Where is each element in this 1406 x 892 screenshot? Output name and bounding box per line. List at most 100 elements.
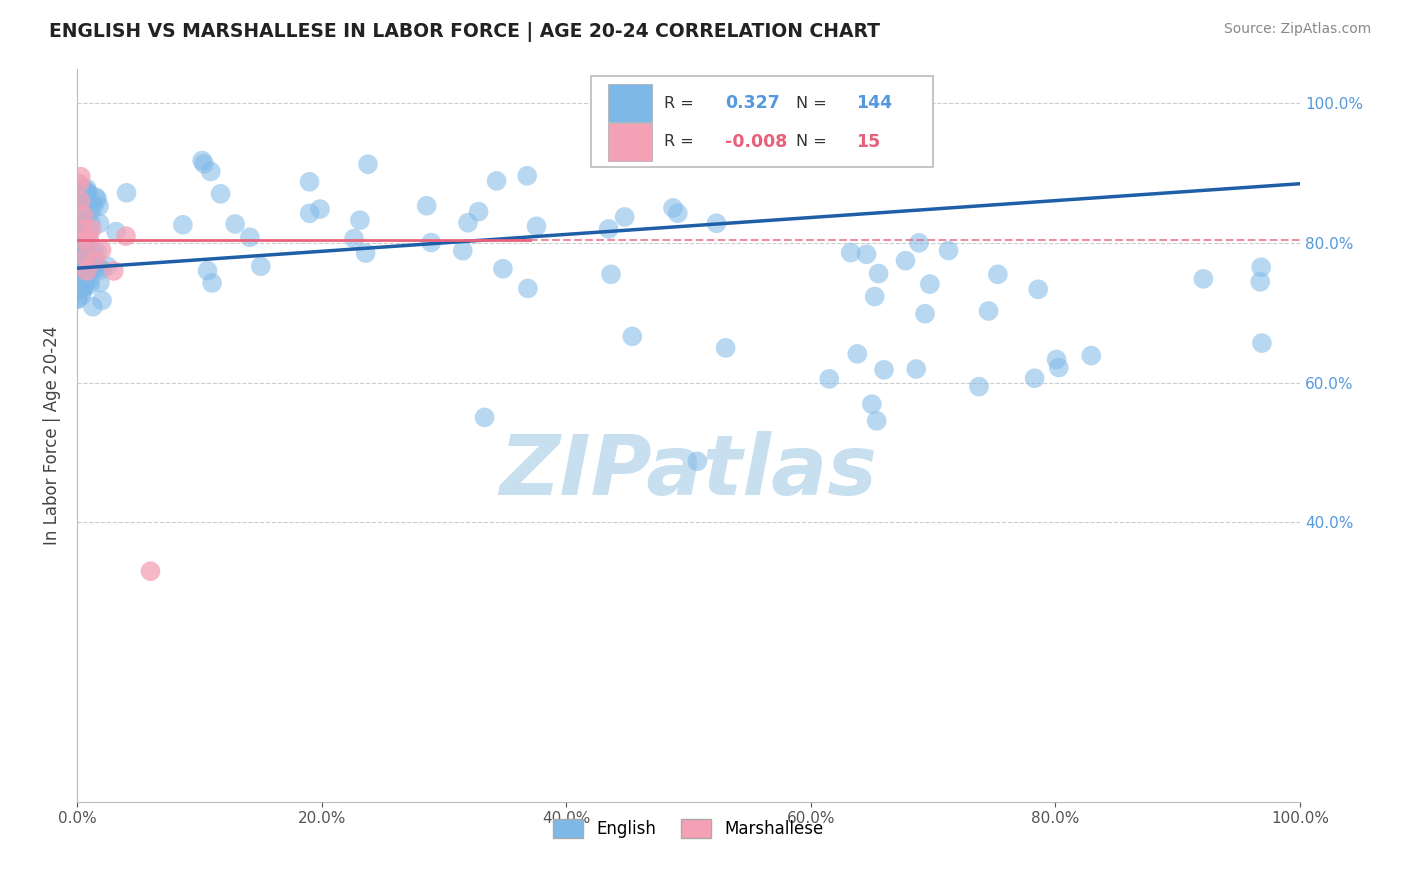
Point: [79, 277, 101, 292]
Point: [79, 233, 101, 247]
Point: [873, 363, 896, 377]
Point: [115, 186, 138, 200]
Point: [73, 222, 96, 236]
Point: [72, 181, 94, 195]
Point: [420, 235, 443, 250]
Point: [69, 223, 91, 237]
Point: [914, 307, 936, 321]
Point: [70, 280, 93, 294]
Point: [457, 216, 479, 230]
Point: [1250, 260, 1272, 275]
Point: [86, 192, 108, 206]
Point: [72, 254, 94, 268]
Point: [67, 237, 90, 252]
Point: [90, 262, 112, 277]
Point: [67, 259, 90, 273]
Point: [967, 379, 990, 393]
Point: [977, 304, 1000, 318]
Point: [662, 201, 685, 215]
Point: [197, 263, 219, 277]
Text: ENGLISH VS MARSHALLESE IN LABOR FORCE | AGE 20-24 CORRELATION CHART: ENGLISH VS MARSHALLESE IN LABOR FORCE | …: [49, 22, 880, 42]
Point: [73, 259, 96, 273]
Point: [714, 341, 737, 355]
Point: [249, 259, 271, 273]
Point: [451, 244, 474, 258]
Point: [72, 185, 94, 199]
Text: 15: 15: [856, 133, 880, 151]
Point: [72, 208, 94, 222]
Point: [80, 216, 103, 230]
Point: [70, 191, 93, 205]
Point: [80, 197, 103, 211]
Point: [467, 204, 489, 219]
Point: [82, 300, 104, 314]
Point: [84, 190, 107, 204]
Point: [77, 225, 100, 239]
Point: [1047, 360, 1070, 375]
Point: [87, 199, 110, 213]
Point: [66, 218, 89, 232]
Point: [621, 329, 644, 343]
Point: [70, 188, 93, 202]
FancyBboxPatch shape: [607, 123, 652, 161]
Point: [666, 206, 689, 220]
Point: [66, 263, 89, 277]
Point: [69, 177, 91, 191]
Point: [72, 284, 94, 298]
Point: [79, 261, 101, 276]
Point: [66, 293, 89, 307]
Point: [613, 210, 636, 224]
Point: [492, 261, 515, 276]
Point: [72, 225, 94, 239]
Point: [354, 246, 377, 260]
Point: [474, 410, 496, 425]
Point: [66, 292, 89, 306]
Point: [86, 244, 108, 259]
Point: [905, 362, 928, 376]
Point: [193, 157, 215, 171]
Point: [89, 216, 111, 230]
Point: [1192, 272, 1215, 286]
Point: [84, 253, 107, 268]
Point: [73, 278, 96, 293]
Point: [66, 274, 89, 288]
FancyBboxPatch shape: [607, 85, 652, 122]
Text: -0.008: -0.008: [725, 133, 787, 151]
Point: [839, 245, 862, 260]
Point: [72, 226, 94, 240]
Point: [69, 194, 91, 209]
Point: [1250, 336, 1272, 351]
Point: [73, 254, 96, 268]
Point: [69, 204, 91, 219]
Point: [76, 264, 98, 278]
Point: [239, 230, 262, 244]
Point: [75, 270, 97, 285]
Point: [91, 293, 114, 308]
Point: [938, 244, 960, 258]
Point: [865, 414, 887, 428]
Point: [67, 190, 90, 204]
Point: [855, 247, 877, 261]
Point: [72, 270, 94, 285]
Point: [77, 248, 100, 262]
Point: [357, 157, 380, 171]
Point: [87, 260, 110, 275]
Point: [918, 277, 941, 292]
Point: [343, 232, 366, 246]
Point: [894, 253, 917, 268]
Point: [987, 268, 1010, 282]
Point: [598, 222, 620, 236]
Point: [1045, 352, 1067, 367]
Point: [73, 277, 96, 292]
Text: 0.327: 0.327: [725, 95, 780, 112]
Text: R =: R =: [664, 135, 699, 149]
Point: [200, 164, 222, 178]
Point: [72, 262, 94, 277]
Point: [80, 222, 103, 236]
Point: [863, 289, 886, 303]
Point: [485, 174, 508, 188]
Point: [209, 186, 232, 201]
Point: [83, 261, 105, 276]
Point: [1080, 349, 1102, 363]
Legend: English, Marshallese: English, Marshallese: [547, 812, 831, 845]
